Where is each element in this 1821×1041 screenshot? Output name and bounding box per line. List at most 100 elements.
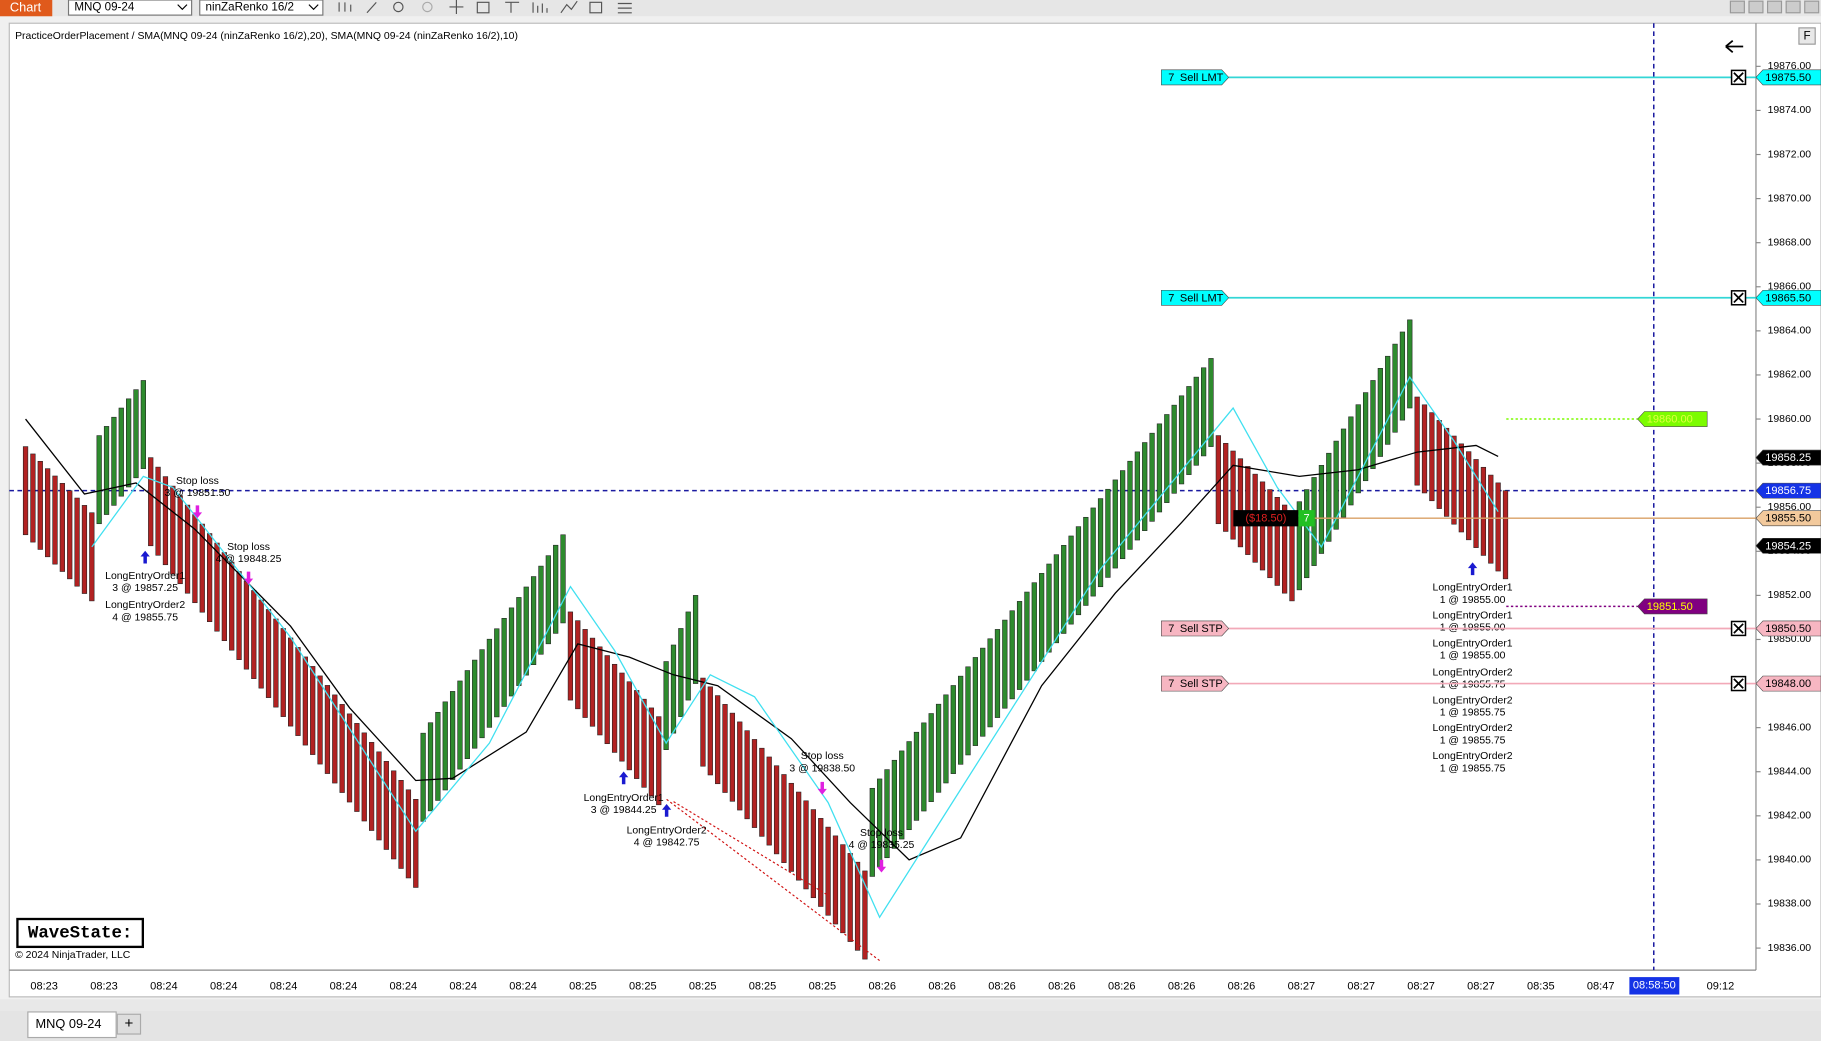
order-label: Sell LMT bbox=[1180, 72, 1224, 84]
annotation: LongEntryOrder2 bbox=[105, 600, 185, 611]
annotation: 1 @ 19855.75 bbox=[1440, 680, 1506, 691]
order-cancel-x bbox=[1733, 292, 1744, 304]
renko-bar bbox=[810, 809, 817, 899]
renko-bar bbox=[81, 505, 88, 594]
renko-bar bbox=[781, 774, 787, 863]
renko-bar bbox=[126, 398, 132, 488]
instrument-select[interactable] bbox=[67, 0, 193, 16]
renko-bar bbox=[1348, 416, 1354, 506]
position-qty: 7 bbox=[1303, 513, 1309, 525]
bartype-label[interactable]: ninZaRenko 16/2 bbox=[206, 1, 294, 14]
renko-bar bbox=[251, 590, 257, 679]
toolbar-icons[interactable] bbox=[338, 0, 632, 14]
buy-arrow bbox=[1467, 562, 1478, 576]
bartype-select[interactable] bbox=[199, 0, 324, 16]
renko-bar bbox=[1436, 420, 1442, 509]
order-label: Sell LMT bbox=[1180, 292, 1224, 304]
x-tick-label: 08:23 bbox=[30, 980, 58, 992]
inner-marker: 19851.50 bbox=[1647, 601, 1693, 613]
order-price-tag-bg bbox=[1755, 620, 1821, 637]
renko-bar bbox=[943, 694, 949, 784]
renko-bar bbox=[118, 407, 124, 497]
renko-bar bbox=[229, 561, 235, 651]
annotation: Stop loss bbox=[801, 751, 844, 762]
renko-bar bbox=[980, 647, 986, 737]
renko-bar bbox=[361, 732, 367, 822]
renko-bar bbox=[89, 512, 95, 602]
window-controls[interactable] bbox=[1729, 0, 1820, 14]
renko-bar bbox=[818, 818, 824, 907]
renko-bar bbox=[678, 628, 684, 717]
order-cancel-x bbox=[1733, 623, 1744, 634]
buy-arrow bbox=[619, 771, 629, 785]
annotation: LongEntryOrder2 bbox=[1433, 723, 1513, 734]
renko-bar bbox=[707, 686, 713, 776]
renko-bar bbox=[1495, 482, 1501, 572]
renko-bar bbox=[1318, 465, 1325, 554]
renko-bar bbox=[1414, 396, 1420, 486]
renko-bar bbox=[899, 750, 905, 840]
trade-connector bbox=[673, 801, 828, 896]
add-tab[interactable] bbox=[116, 1013, 142, 1035]
instrument-label[interactable]: MNQ 09-24 bbox=[74, 1, 135, 14]
x-tick-label: 08:25 bbox=[629, 980, 657, 992]
x-tick-label: 08:27 bbox=[1407, 980, 1435, 992]
annotation: LongEntryOrder1 bbox=[1433, 583, 1513, 594]
renko-bar bbox=[310, 666, 316, 755]
renko-bar bbox=[1502, 490, 1509, 580]
x-tick-label: 08:26 bbox=[1048, 980, 1076, 992]
sell-arrow bbox=[192, 505, 203, 519]
y-tick-label: 19862.00 bbox=[1768, 370, 1812, 381]
panel-button-label[interactable]: F bbox=[1804, 30, 1811, 43]
renko-bar bbox=[582, 629, 588, 718]
renko-bar bbox=[1061, 545, 1067, 634]
renko-bar bbox=[1237, 458, 1244, 548]
inner-marker-bg bbox=[1637, 598, 1708, 615]
renko-bar bbox=[538, 565, 544, 655]
panel-button[interactable] bbox=[1798, 27, 1816, 45]
renko-bar bbox=[133, 389, 139, 479]
renko-bar bbox=[59, 483, 65, 572]
renko-bar bbox=[1120, 470, 1126, 560]
renko-bar bbox=[1164, 414, 1170, 503]
x-tick-label: 08:25 bbox=[809, 980, 837, 992]
renko-bar bbox=[1399, 331, 1406, 421]
renko-bar bbox=[994, 629, 1001, 718]
renko-bar bbox=[302, 656, 308, 746]
order-label-bg bbox=[1161, 620, 1230, 637]
renko-bar bbox=[965, 666, 971, 756]
renko-bar bbox=[1282, 504, 1288, 594]
order-qty: 7 bbox=[1168, 72, 1174, 84]
renko-bar bbox=[508, 607, 515, 697]
chart-button-label[interactable]: Chart bbox=[10, 0, 42, 15]
chart-button[interactable] bbox=[0, 0, 53, 17]
renko-bar bbox=[1024, 591, 1030, 681]
renko-bar bbox=[796, 791, 802, 881]
renko-bar bbox=[442, 701, 448, 791]
renko-bar bbox=[722, 704, 728, 793]
renko-bar bbox=[1362, 392, 1369, 482]
y-tick-label: 19856.00 bbox=[1768, 502, 1812, 513]
tab-label[interactable]: MNQ 09-24 bbox=[36, 1016, 102, 1031]
x-tick-label: 08:23 bbox=[90, 980, 118, 992]
renko-bar bbox=[1149, 432, 1155, 522]
renko-bar bbox=[346, 713, 353, 803]
x-tick-label: 08:26 bbox=[1228, 980, 1256, 992]
annotation: 4 @ 19855.75 bbox=[112, 612, 178, 623]
y-tick-label: 19838.00 bbox=[1768, 899, 1812, 910]
annotation: 1 @ 19855.75 bbox=[1440, 735, 1506, 746]
renko-bar bbox=[45, 468, 51, 558]
back-arrow[interactable] bbox=[1725, 39, 1744, 53]
price-marker-bg bbox=[1755, 482, 1821, 499]
renko-bar bbox=[398, 780, 404, 869]
renko-bar bbox=[840, 844, 846, 934]
renko-bar bbox=[773, 765, 780, 855]
renko-bar bbox=[523, 586, 529, 676]
renko-bar bbox=[1473, 459, 1479, 548]
position-qty-bg bbox=[1298, 510, 1315, 527]
renko-bar bbox=[685, 611, 691, 701]
tab[interactable] bbox=[27, 1011, 117, 1039]
annotation: LongEntryOrder1 bbox=[1433, 611, 1513, 622]
scrollbar[interactable] bbox=[0, 999, 1821, 1011]
add-tab-label[interactable]: + bbox=[124, 1015, 133, 1032]
